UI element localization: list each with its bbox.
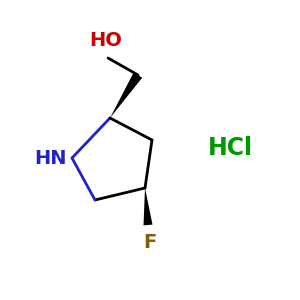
Text: F: F [143, 233, 157, 252]
Text: HN: HN [34, 148, 67, 167]
Text: HO: HO [90, 31, 122, 50]
Polygon shape [143, 188, 152, 225]
Polygon shape [110, 72, 142, 118]
Text: HCl: HCl [207, 136, 253, 160]
